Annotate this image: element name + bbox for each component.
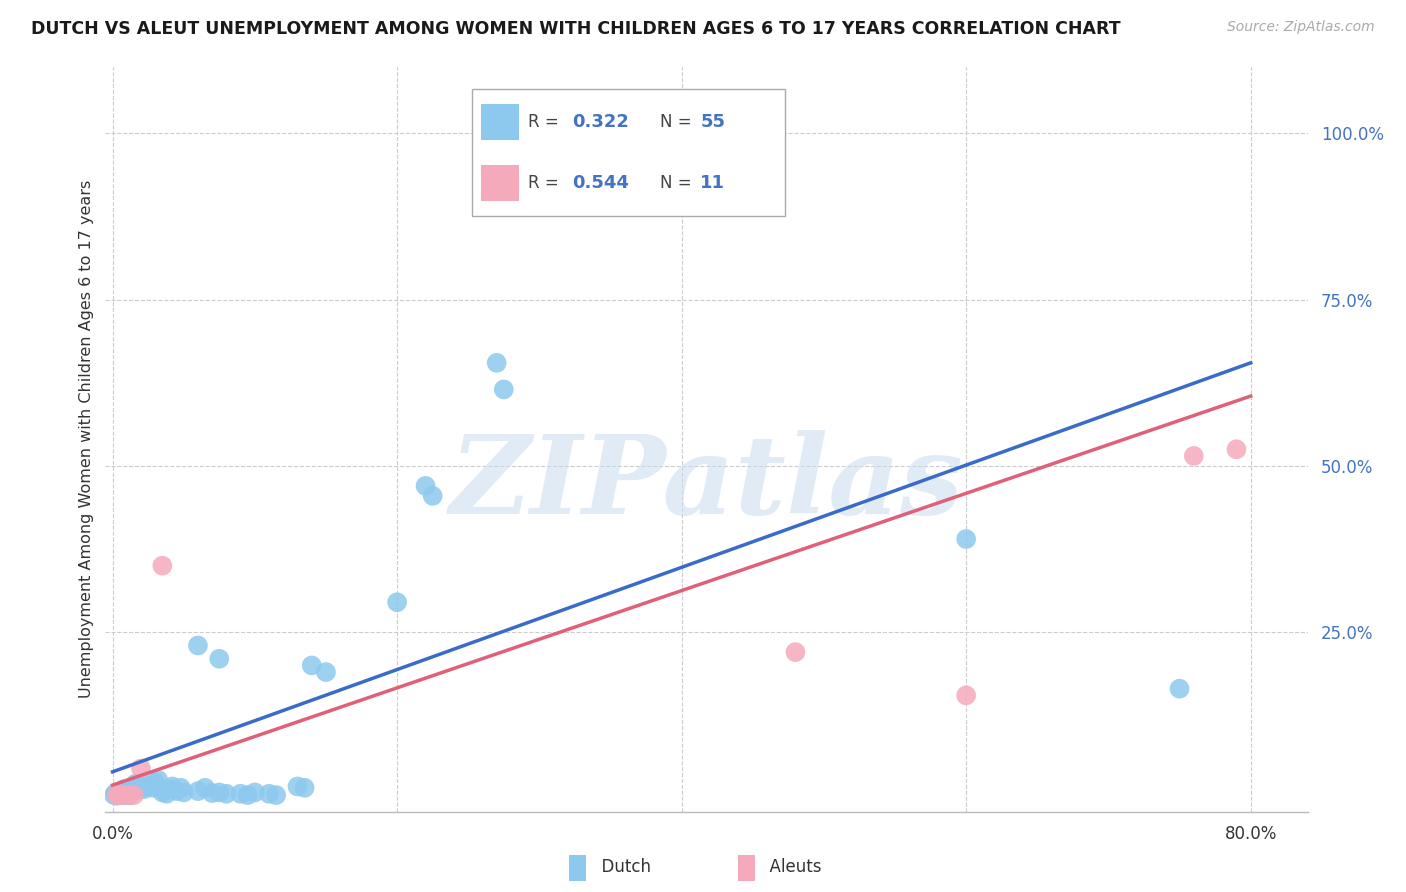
- Point: [125, 778, 148, 792]
- Point: [159, 782, 181, 797]
- Point: [132, 782, 155, 797]
- Point: [115, 788, 138, 802]
- Point: [107, 788, 129, 802]
- Point: [111, 788, 134, 802]
- Point: [128, 780, 150, 795]
- Point: [485, 356, 508, 370]
- Point: [105, 788, 128, 802]
- Point: [127, 780, 149, 794]
- Point: [110, 787, 132, 801]
- Point: [187, 639, 209, 653]
- Point: [150, 785, 173, 799]
- Text: Dutch: Dutch: [591, 858, 651, 876]
- Point: [124, 777, 146, 791]
- Point: [108, 785, 131, 799]
- Text: DUTCH VS ALEUT UNEMPLOYMENT AMONG WOMEN WITH CHILDREN AGES 6 TO 17 YEARS CORRELA: DUTCH VS ALEUT UNEMPLOYMENT AMONG WOMEN …: [31, 20, 1121, 37]
- Point: [201, 786, 224, 800]
- Point: [103, 788, 125, 802]
- Text: Source: ZipAtlas.com: Source: ZipAtlas.com: [1227, 20, 1375, 34]
- Point: [104, 786, 127, 800]
- Point: [112, 782, 135, 797]
- Point: [1168, 681, 1191, 696]
- Point: [257, 787, 280, 801]
- Text: Aleuts: Aleuts: [759, 858, 821, 876]
- Point: [117, 788, 139, 802]
- Point: [955, 532, 977, 546]
- Point: [122, 780, 145, 794]
- Point: [194, 780, 217, 795]
- Point: [118, 788, 141, 802]
- Point: [173, 785, 195, 799]
- Point: [114, 785, 136, 799]
- Point: [215, 787, 238, 801]
- Point: [422, 489, 444, 503]
- Text: ZIPatlas: ZIPatlas: [450, 430, 963, 538]
- Point: [301, 658, 323, 673]
- Point: [287, 780, 309, 794]
- Point: [1182, 449, 1205, 463]
- Point: [135, 780, 157, 794]
- Y-axis label: Unemployment Among Women with Children Ages 6 to 17 years: Unemployment Among Women with Children A…: [79, 180, 94, 698]
- Point: [208, 652, 231, 666]
- Point: [129, 780, 152, 795]
- Point: [187, 784, 209, 798]
- Point: [105, 789, 128, 803]
- Point: [1225, 442, 1247, 457]
- Point: [170, 780, 193, 795]
- Point: [141, 780, 163, 795]
- Point: [294, 780, 316, 795]
- Point: [243, 785, 266, 799]
- Point: [156, 787, 179, 801]
- Point: [150, 558, 173, 573]
- Point: [118, 788, 141, 802]
- Point: [129, 762, 152, 776]
- Point: [120, 786, 142, 800]
- Point: [315, 665, 337, 679]
- Point: [492, 383, 515, 397]
- Point: [108, 788, 131, 802]
- Point: [415, 479, 437, 493]
- Point: [162, 780, 184, 794]
- Point: [121, 785, 143, 799]
- Point: [208, 785, 231, 799]
- Point: [229, 787, 252, 801]
- Point: [385, 595, 408, 609]
- Point: [236, 788, 259, 802]
- Point: [955, 689, 977, 703]
- Point: [136, 778, 159, 792]
- Point: [122, 788, 145, 802]
- Point: [146, 772, 169, 787]
- Point: [143, 775, 166, 789]
- Point: [785, 645, 807, 659]
- Point: [264, 788, 287, 802]
- Point: [112, 788, 135, 802]
- Point: [166, 784, 188, 798]
